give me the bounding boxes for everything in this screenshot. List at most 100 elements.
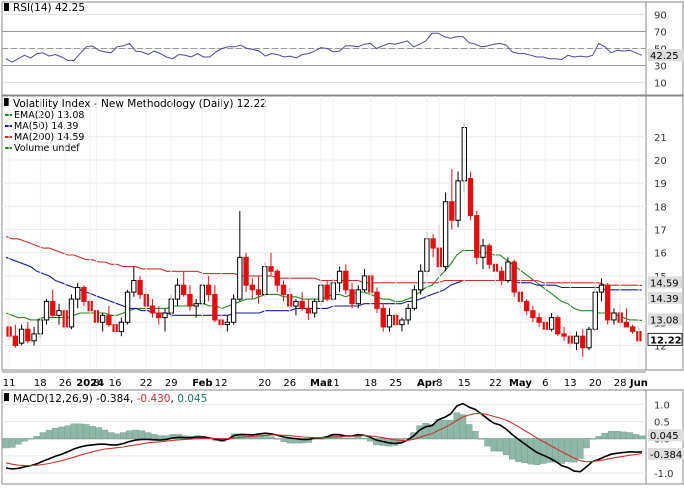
macd-histogram-bar <box>268 436 275 439</box>
candle-body <box>25 328 31 342</box>
price-tick-label: 16 <box>654 249 667 260</box>
candle-body <box>380 307 386 328</box>
macd-histogram-bar <box>348 437 356 439</box>
candle-body <box>68 298 75 328</box>
macd-legend-part: MACD(12,26,9) <box>13 393 96 405</box>
candle-body <box>467 178 474 217</box>
macd-histogram-bar <box>101 429 109 439</box>
candle-body <box>343 270 349 291</box>
candle-body <box>349 289 355 305</box>
macd-histogram-bar <box>626 432 633 439</box>
rsi-line <box>5 32 643 63</box>
candle-body <box>81 286 87 302</box>
candle-body <box>274 270 280 286</box>
macd-histogram-bar <box>8 438 16 448</box>
macd-histogram-bar <box>95 427 102 439</box>
macd-histogram-bar <box>595 436 603 439</box>
rsi-tick-label: 70 <box>654 28 667 39</box>
x-tick-label: 22 <box>489 378 502 389</box>
candle-body <box>75 286 81 300</box>
candle-body <box>187 293 193 307</box>
candle-body <box>305 307 312 314</box>
candle-body <box>149 305 156 314</box>
macd-signal-line <box>5 413 643 467</box>
macd-histogram-bar <box>465 424 473 439</box>
macd-histogram-bar <box>52 427 59 439</box>
macd-histogram-bar <box>471 431 479 439</box>
macd-histogram-bar <box>39 432 47 439</box>
candle-body <box>361 275 368 291</box>
candle-body <box>212 293 218 321</box>
macd-histogram-bar <box>126 430 133 439</box>
macd-legend-part: 0.045 <box>177 393 207 405</box>
macd-histogram-bar <box>564 438 572 462</box>
price-tick-label: 12 <box>654 341 667 352</box>
rsi-legend-swatch <box>4 3 9 11</box>
candle-body <box>455 180 461 221</box>
price-right-label-box <box>647 332 683 346</box>
macd-histogram-bar <box>490 438 498 452</box>
candle-body <box>442 201 449 268</box>
price-tick-label: 19 <box>654 179 667 190</box>
price-title: Volatility Index - New Methodology (Dail… <box>13 98 267 110</box>
macd-right-label-box <box>648 429 684 442</box>
x-tick-label: Mar <box>310 378 332 389</box>
rsi-tick-label: 30 <box>654 62 667 73</box>
candle-body <box>162 312 168 319</box>
candle-body <box>505 261 511 282</box>
candle-body <box>355 289 361 305</box>
macd-histogram-bar <box>138 430 146 439</box>
macd-legend-part: -0.384 <box>96 393 130 405</box>
x-tick-label: Jun <box>629 378 648 389</box>
macd-histogram-bar <box>583 438 590 449</box>
x-tick-label: 2024 <box>76 378 104 389</box>
x-tick-label: Apr <box>417 378 437 389</box>
macd-histogram-bar <box>527 438 535 465</box>
candle-body <box>605 284 611 321</box>
macd-histogram-bar <box>484 438 491 447</box>
macd-histogram-bar <box>638 435 646 439</box>
candle-body <box>449 201 455 221</box>
macd-histogram-bar <box>64 425 72 439</box>
candle-body <box>118 321 125 333</box>
macd-histogram-bar <box>27 438 34 440</box>
candle-body <box>193 303 199 307</box>
candle-body <box>580 335 586 349</box>
macd-histogram-bar <box>453 412 461 439</box>
macd-histogram-bar <box>576 438 584 459</box>
candle-body <box>280 284 287 295</box>
x-tick-label: 6 <box>542 378 548 389</box>
macd-histogram-bar <box>150 434 158 439</box>
candle-body <box>486 245 492 265</box>
candle-body <box>555 317 561 335</box>
macd-histogram-bar <box>515 438 522 462</box>
price-right-label-box <box>648 276 682 289</box>
rsi-last-value: 42.25 <box>650 51 679 62</box>
macd-histogram-bar <box>342 437 349 439</box>
rsi-legend-label: RSI(14) 42.25 <box>13 2 85 14</box>
price-tick-label: 18 <box>654 202 667 213</box>
macd-histogram-bar <box>89 426 96 439</box>
rsi-tick-label: 10 <box>654 79 667 90</box>
x-tick-label: 29 <box>165 378 178 389</box>
macd-histogram-bar <box>120 432 127 439</box>
macd-histogram-bar <box>360 437 368 439</box>
legend-label: MA(50) 14.39 <box>14 121 78 132</box>
candle-body <box>430 238 436 249</box>
macd-right-label: 0.045 <box>650 431 679 442</box>
candle-body <box>249 284 255 291</box>
x-tick-label: 16 <box>109 378 122 389</box>
macd-histogram-bar <box>286 438 294 444</box>
macd-histogram-bar <box>478 438 485 440</box>
candle-body <box>598 284 605 293</box>
candle-body <box>324 284 330 300</box>
price-right-label: 14.59 <box>650 278 679 289</box>
candle-body <box>417 270 424 291</box>
candle-body <box>293 300 299 307</box>
macd-histogram-bar <box>58 426 65 439</box>
x-tick-label: Feb <box>192 378 212 389</box>
legend-label: Volume undef <box>14 143 80 154</box>
candle-body <box>311 300 318 314</box>
macd-legend: MACD(12,26,9) -0.384, -0.430, 0.045 <box>13 393 207 405</box>
